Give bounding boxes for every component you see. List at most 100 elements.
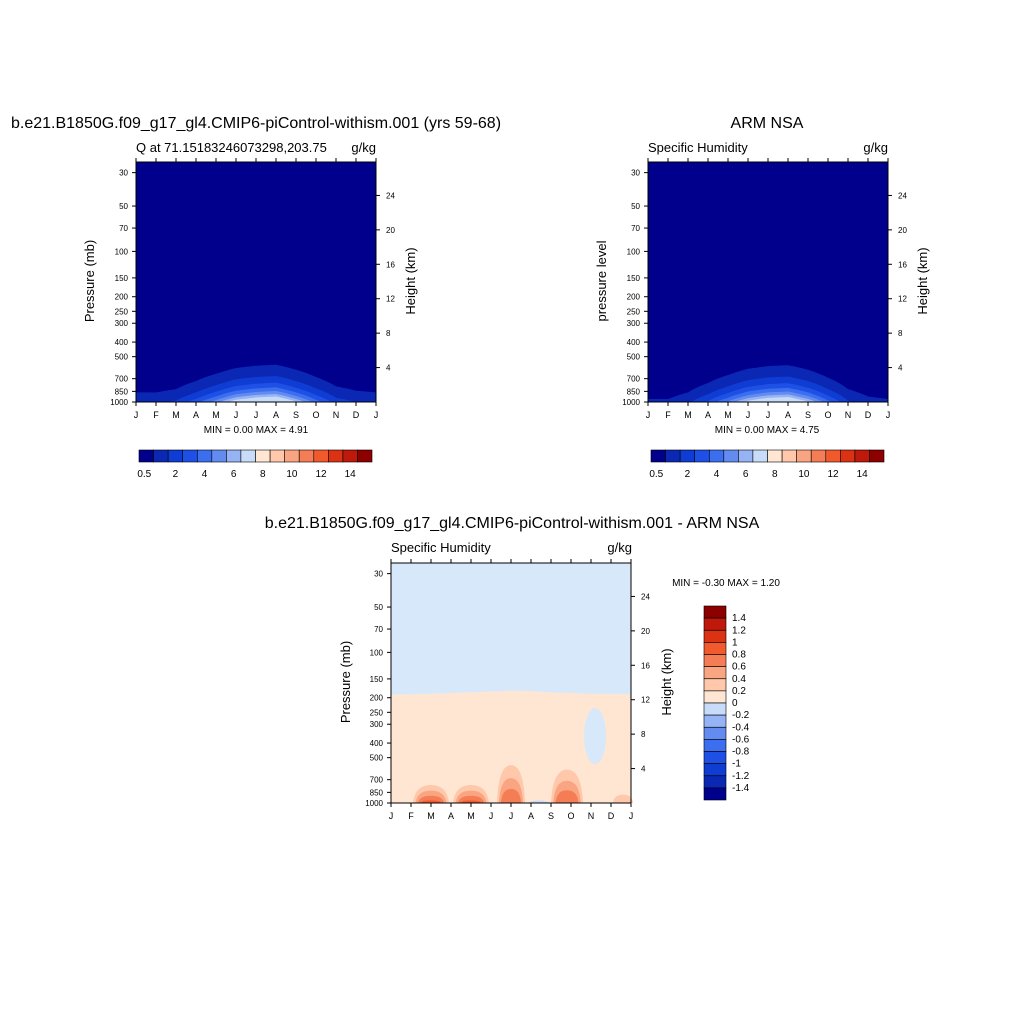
- y-tick-label: 700: [115, 375, 129, 384]
- y2-tick-label: 12: [898, 295, 907, 304]
- colorbar-swatch: [342, 449, 358, 463]
- colorbar-swatch: [703, 605, 727, 619]
- panel-obs-subtitle-right: g/kg: [863, 140, 888, 155]
- panel-diff: b.e21.B1850G.f09_g17_gl4.CMIP6-piControl…: [265, 515, 781, 821]
- colorbar-tick-label: 0.5: [137, 469, 151, 480]
- y-tick-label: 150: [115, 274, 129, 283]
- colorbar-swatch: [255, 449, 271, 463]
- x-tick-label: F: [408, 811, 414, 821]
- colorbar-tick-label: 10: [798, 469, 810, 480]
- colorbar-swatch: [703, 726, 727, 740]
- panel-model-title: b.e21.B1850G.f09_g17_gl4.CMIP6-piControl…: [11, 115, 501, 132]
- contour-fill-positive-level: [420, 800, 442, 803]
- colorbar-tick-label: 8: [260, 469, 266, 480]
- colorbar-swatch: [703, 714, 727, 728]
- x-tick-label: J: [389, 811, 394, 821]
- panel-obs-title: ARM NSA: [731, 115, 804, 132]
- y-tick-label: 500: [627, 353, 641, 362]
- colorbar-tick-label: 14: [857, 469, 869, 480]
- x-tick-label: M: [684, 410, 692, 420]
- x-tick-label: J: [509, 811, 514, 821]
- colorbar-swatch: [703, 690, 727, 704]
- x-tick-label: A: [193, 410, 199, 420]
- colorbar-tick-label: 0.8: [732, 650, 746, 661]
- x-tick-label: J: [234, 410, 239, 420]
- x-tick-label: A: [785, 410, 791, 420]
- y-tick-label: 850: [370, 788, 384, 797]
- x-tick-label: N: [845, 410, 852, 420]
- x-tick-label: J: [746, 410, 751, 420]
- colorbar-tick-label: 1.2: [732, 625, 746, 636]
- x-tick-label: J: [766, 410, 771, 420]
- y-tick-label: 300: [370, 720, 384, 729]
- x-tick-label: A: [273, 410, 279, 420]
- panel-model: b.e21.B1850G.f09_g17_gl4.CMIP6-piControl…: [11, 115, 501, 480]
- y-tick-label: 1000: [622, 398, 640, 407]
- y2-tick-label: 16: [898, 260, 907, 269]
- x-tick-label: A: [528, 811, 534, 821]
- y-tick-label: 70: [631, 224, 640, 233]
- colorbar-swatch: [703, 617, 727, 631]
- colorbar-tick-label: -1: [732, 759, 741, 770]
- y2-tick-label: 20: [641, 627, 650, 636]
- y2-tick-label: 24: [641, 592, 650, 601]
- colorbar-tick-label: 0: [732, 698, 738, 709]
- colorbar-swatch: [708, 449, 725, 463]
- x-tick-label: D: [353, 410, 360, 420]
- x-tick-label: J: [374, 410, 379, 420]
- colorbar-swatch: [854, 449, 870, 463]
- x-tick-label: F: [153, 410, 159, 420]
- colorbar-swatch: [703, 775, 727, 789]
- colorbar-tick-label: 2: [685, 469, 691, 480]
- y-tick-label: 250: [627, 307, 641, 316]
- colorbar-swatch: [650, 449, 666, 463]
- colorbar-swatch: [298, 449, 315, 463]
- y-tick-label: 300: [115, 319, 129, 328]
- contour-fill-level: [648, 399, 888, 402]
- colorbar-tick-label: -1.4: [732, 783, 750, 794]
- y-tick-label: 50: [631, 202, 640, 211]
- x-tick-label: J: [254, 410, 259, 420]
- y2-tick-label: 8: [386, 329, 391, 338]
- y-tick-label: 1000: [365, 799, 383, 808]
- y-tick-label: 300: [627, 319, 641, 328]
- y-tick-label: 150: [370, 675, 384, 684]
- x-tick-label: J: [489, 811, 494, 821]
- x-tick-label: A: [705, 410, 711, 420]
- contour-fill-base: [648, 162, 888, 402]
- colorbar-swatch: [284, 449, 300, 463]
- y2-tick-label: 20: [386, 226, 395, 235]
- panel-obs-subtitle-left: Specific Humidity: [648, 140, 748, 155]
- y-tick-label: 100: [627, 247, 641, 256]
- panel-diff-ylabel: Pressure (mb): [338, 641, 353, 723]
- colorbar-tick-label: 0.4: [732, 674, 746, 685]
- y-tick-label: 200: [627, 293, 641, 302]
- colorbar-tick-label: 12: [315, 469, 327, 480]
- y-tick-label: 100: [115, 247, 129, 256]
- colorbar-swatch: [869, 449, 885, 463]
- x-tick-label: O: [824, 410, 831, 420]
- colorbar-tick-label: -0.2: [732, 710, 750, 721]
- colorbar-swatch: [825, 449, 841, 463]
- contour-fill-base: [136, 162, 376, 402]
- y2-tick-label: 20: [898, 226, 907, 235]
- panel-obs-colorbar: 0.5 2 4 6 8 10 12 14: [649, 449, 885, 480]
- panel-diff-subtitle-right: g/kg: [607, 540, 632, 555]
- colorbar-swatch: [313, 449, 329, 463]
- contour-fill-level: [136, 396, 376, 402]
- panel-model-plot: J F M A M J J A S O N D J 30 50 70 100 150 200 250 300 400 500…: [110, 158, 395, 420]
- colorbar-tick-label: 6: [231, 469, 237, 480]
- x-tick-label: J: [646, 410, 651, 420]
- x-tick-label: D: [608, 811, 615, 821]
- colorbar-tick-label: 0.2: [732, 686, 746, 697]
- colorbar-swatch: [327, 449, 344, 463]
- x-tick-label: M: [172, 410, 180, 420]
- y-tick-label: 400: [627, 338, 641, 347]
- contour-fill-level: [136, 398, 376, 402]
- contour-fill-level: [648, 397, 888, 402]
- colorbar-swatch: [357, 449, 373, 463]
- y2-tick-label: 16: [641, 661, 650, 670]
- x-tick-label: S: [805, 410, 811, 420]
- y-tick-label: 250: [115, 307, 129, 316]
